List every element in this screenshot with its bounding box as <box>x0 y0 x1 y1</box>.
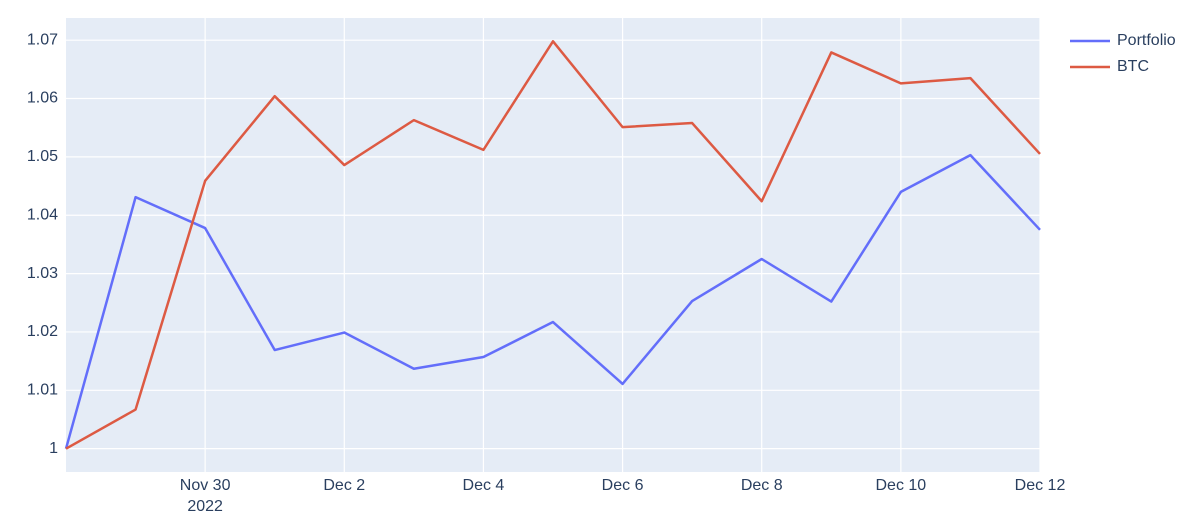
x-tick-label: Nov 30 <box>180 477 231 494</box>
y-tick-label: 1.05 <box>27 148 58 165</box>
plot-background <box>66 18 1040 472</box>
series-line <box>64 153 1041 449</box>
labels: 1 1.01 1.02 1.03 1.04 1.05 1.06 1.07 Nov 30 2022 D… <box>27 31 1066 515</box>
legend-label: BTC <box>1117 58 1149 75</box>
x-tick-label: Dec 8 <box>741 477 783 494</box>
series-line <box>65 40 1041 450</box>
y-tick-label: 1.06 <box>27 90 58 107</box>
x-tick-label: Dec 6 <box>602 477 644 494</box>
x-tick-label: Dec 12 <box>1015 477 1066 494</box>
y-tick-label: 1.02 <box>27 323 58 340</box>
y-tick-label: 1.03 <box>27 265 58 282</box>
x-tick-label: Dec 10 <box>876 477 927 494</box>
y-tick-label: 1.04 <box>27 206 58 223</box>
y-tick-label: 1.07 <box>27 31 58 48</box>
grid <box>66 18 1041 472</box>
x-tick-sublabel: 2022 <box>187 498 223 515</box>
y-tick-label: 1.01 <box>27 382 58 399</box>
lines <box>64 40 1041 450</box>
legend: Portfolio BTC <box>1070 32 1176 75</box>
legend-label: Portfolio <box>1117 32 1176 49</box>
x-tick-label: Dec 4 <box>463 477 505 494</box>
y-tick-label: 1 <box>49 440 58 457</box>
x-tick-label: Dec 2 <box>323 477 365 494</box>
